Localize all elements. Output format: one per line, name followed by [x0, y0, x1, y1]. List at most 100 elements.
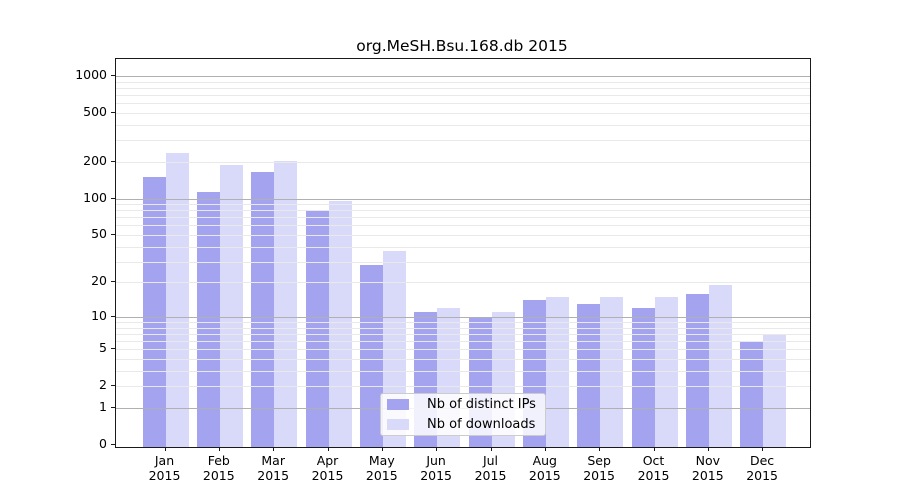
xtick-label-may: May 2015	[354, 453, 410, 483]
ytick-mark-20	[111, 281, 115, 283]
gridline-70	[116, 217, 810, 219]
ytick-label-0: 0	[99, 436, 107, 451]
ytick-label-10: 10	[91, 307, 107, 323]
bar-mar-distinct-ips	[251, 172, 275, 447]
xtick-month-apr: Apr	[316, 453, 339, 468]
gridline-20	[116, 282, 810, 284]
bar-jan-distinct-ips	[142, 177, 166, 447]
gridline-5	[116, 349, 810, 351]
xtick-mark-sep	[599, 447, 601, 451]
gridline-3	[116, 370, 810, 372]
xtick-label-feb: Feb 2015	[191, 453, 247, 483]
gridline-7	[116, 333, 810, 335]
xtick-label-apr: Apr 2015	[300, 453, 356, 483]
xtick-label-aug: Aug 2015	[517, 453, 573, 483]
xtick-label-dec: Dec 2015	[734, 453, 790, 483]
xtick-mark-apr	[327, 447, 329, 451]
gridline-2	[116, 386, 810, 388]
xtick-month-jun: Jun	[426, 453, 446, 468]
gridline-200	[116, 161, 810, 163]
xtick-mark-dec	[762, 447, 764, 451]
bar-sep-distinct-ips	[577, 304, 601, 447]
gridline-800	[116, 87, 810, 89]
legend-item-downloads: Nb of downloads	[381, 416, 545, 434]
xtick-month-dec: Dec	[749, 453, 775, 468]
bar-jan-downloads	[165, 153, 189, 447]
ytick-label-5: 5	[99, 340, 107, 356]
xtick-label-oct: Oct 2015	[626, 453, 682, 483]
xtick-month-may: May	[368, 453, 395, 468]
xtick-year-aug: 2015	[528, 468, 561, 483]
xtick-mark-aug	[544, 447, 546, 451]
bar-may-distinct-ips	[359, 265, 383, 447]
xtick-month-nov: Nov	[695, 453, 720, 468]
ytick-label-50: 50	[91, 226, 107, 241]
xtick-mark-mar	[273, 447, 275, 451]
gridline-4	[116, 359, 810, 360]
xtick-mark-jul	[490, 447, 492, 451]
ytick-label-1: 1	[99, 399, 107, 414]
bar-apr-distinct-ips	[305, 210, 329, 447]
xtick-mark-feb	[218, 447, 220, 451]
gridline-50	[116, 235, 810, 236]
legend-label-downloads: Nb of downloads	[427, 417, 536, 432]
xtick-year-nov: 2015	[691, 468, 724, 483]
ytick-mark-200	[111, 160, 115, 162]
xtick-label-jun: Jun 2015	[408, 453, 464, 483]
gridline-600	[116, 103, 810, 105]
xtick-year-may: 2015	[365, 468, 398, 483]
ytick-mark-0	[111, 444, 115, 445]
gridline-80	[116, 210, 810, 212]
xtick-month-feb: Feb	[207, 453, 230, 468]
xtick-year-jan: 2015	[148, 468, 181, 483]
gridline-30	[116, 261, 810, 263]
gridline-90	[116, 204, 810, 205]
gridline-8	[116, 327, 810, 329]
ytick-mark-1	[111, 407, 115, 408]
xtick-label-jul: Jul 2015	[463, 453, 519, 483]
xtick-mark-jan	[164, 447, 166, 451]
ytick-label-200: 200	[83, 152, 107, 168]
xtick-month-mar: Mar	[261, 453, 285, 468]
xtick-month-jan: Jan	[154, 453, 175, 468]
gridline-1000	[116, 75, 810, 77]
xtick-year-jul: 2015	[474, 468, 507, 483]
ytick-label-2: 2	[99, 377, 107, 393]
legend: Nb of distinct IPs Nb of downloads	[380, 393, 546, 436]
xtick-year-mar: 2015	[257, 468, 290, 483]
xtick-mark-may	[381, 447, 383, 451]
gridline-40	[116, 246, 810, 248]
xtick-year-dec: 2015	[746, 468, 778, 483]
ytick-label-1000: 1000	[75, 66, 107, 82]
bar-feb-distinct-ips	[196, 191, 220, 447]
xtick-month-sep: Sep	[587, 453, 611, 468]
gridline-100	[116, 198, 810, 200]
ytick-mark-2	[111, 385, 115, 387]
ytick-label-500: 500	[83, 103, 107, 119]
gridline-60	[116, 225, 810, 227]
ytick-mark-500	[111, 111, 115, 113]
xtick-year-oct: 2015	[637, 468, 670, 483]
xtick-label-jan: Jan 2015	[137, 453, 193, 483]
xtick-year-feb: 2015	[202, 468, 235, 483]
gridline-9	[116, 322, 810, 323]
gridline-6	[116, 341, 810, 343]
ytick-mark-50	[111, 234, 115, 235]
xtick-month-aug: Aug	[532, 453, 557, 468]
bar-oct-distinct-ips	[631, 308, 655, 447]
xtick-mark-nov	[707, 447, 709, 451]
xtick-year-apr: 2015	[311, 468, 344, 483]
grid-layer	[116, 59, 810, 447]
xtick-month-oct: Oct	[642, 453, 665, 468]
plot-area: Nb of distinct IPs Nb of downloads	[115, 58, 811, 448]
legend-label-distinct-ips: Nb of distinct IPs	[427, 397, 536, 412]
gridline-300	[116, 140, 810, 142]
ytick-mark-10	[111, 315, 115, 317]
bar-dec-distinct-ips	[740, 341, 764, 447]
xtick-month-jul: Jul	[482, 453, 499, 468]
ytick-label-100: 100	[83, 189, 107, 205]
xtick-label-nov: Nov 2015	[680, 453, 736, 483]
xtick-year-jun: 2015	[420, 468, 452, 483]
xtick-mark-oct	[653, 447, 655, 451]
